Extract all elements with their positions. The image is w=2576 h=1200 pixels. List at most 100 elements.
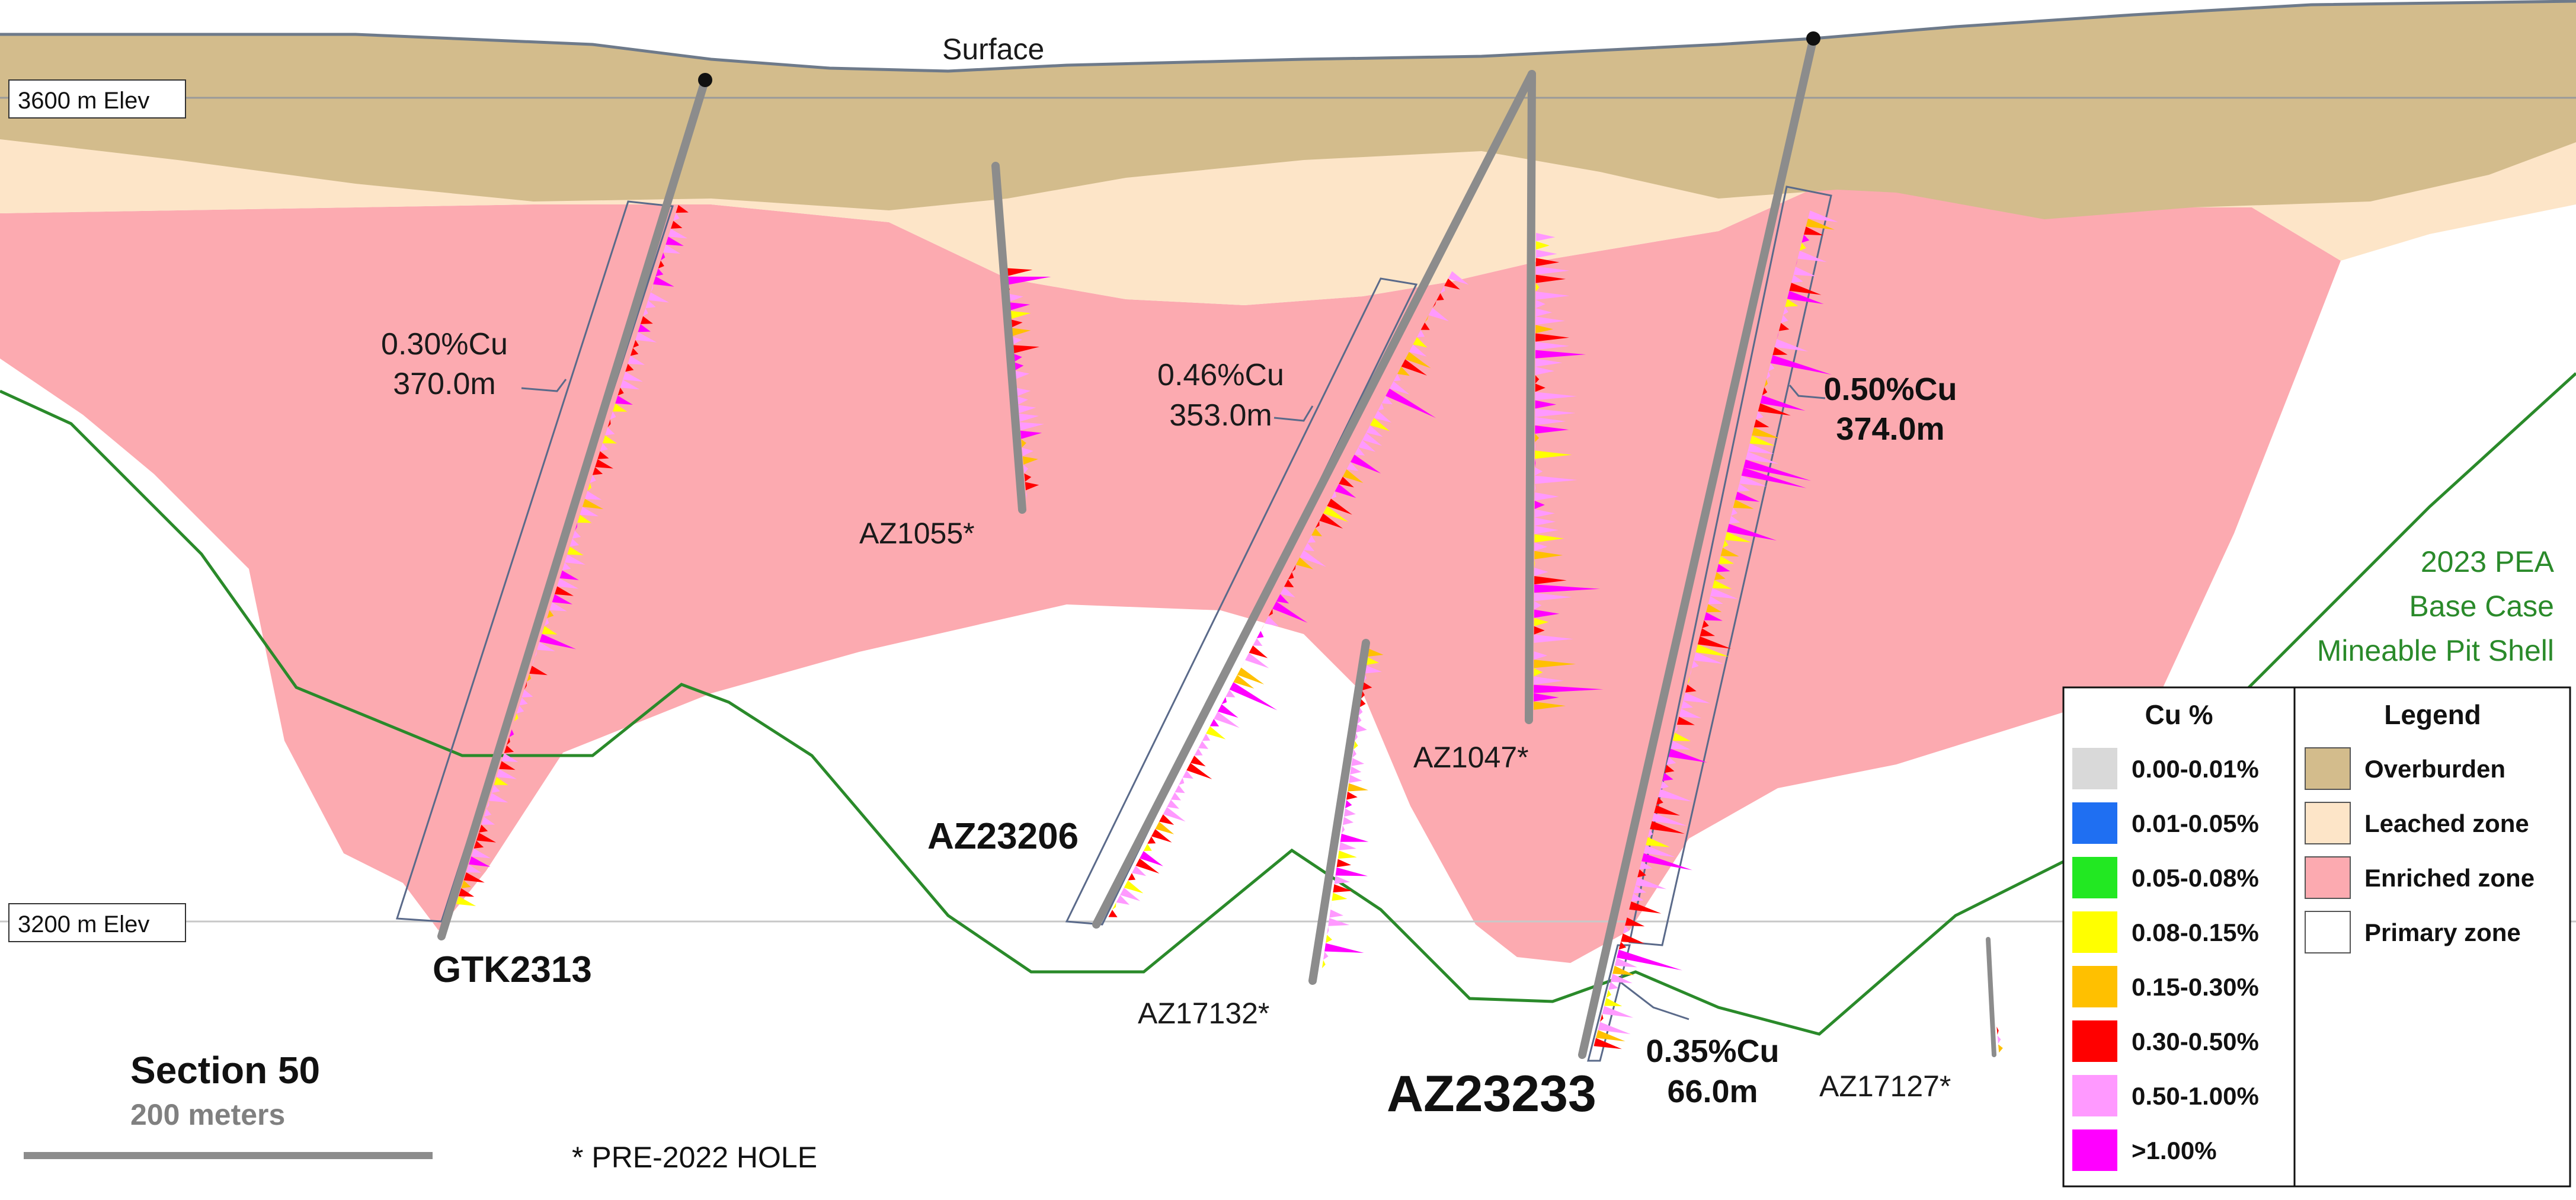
assay-bar xyxy=(1656,796,1663,805)
assay-bar xyxy=(1249,645,1268,658)
assay-bar xyxy=(1534,660,1576,668)
assay-bar xyxy=(1116,895,1130,905)
assay-bar xyxy=(1012,336,1022,345)
assay-bar xyxy=(607,419,611,428)
assay-bar xyxy=(1797,251,1827,263)
assay-bar xyxy=(1428,308,1449,322)
assay-bar xyxy=(1006,276,1051,285)
assay-bar xyxy=(496,769,517,779)
assay-bar xyxy=(587,483,591,491)
assay-bar xyxy=(1534,492,1559,501)
assay-bar xyxy=(1623,925,1630,934)
assay-bar xyxy=(1534,684,1604,693)
assay-bar xyxy=(1534,517,1556,526)
assay-bar xyxy=(1596,1030,1625,1042)
assay-bar xyxy=(1803,226,1823,236)
assay-bar xyxy=(1327,498,1352,515)
assay-bar xyxy=(1534,534,1564,543)
assay-bar xyxy=(625,363,634,372)
assay-bar xyxy=(1300,550,1327,567)
collar-gtk2313 xyxy=(698,73,712,87)
assay-bar xyxy=(1202,733,1211,741)
assay-bar xyxy=(539,633,577,649)
assay-bar xyxy=(479,824,488,833)
assay-bar xyxy=(1625,917,1645,927)
assay-bar xyxy=(552,594,573,604)
assay-bar xyxy=(1019,413,1039,422)
assay-bar xyxy=(1795,258,1798,267)
interval-bracket-gtk2313 xyxy=(395,200,674,923)
assay-bar xyxy=(1182,770,1193,779)
assay-bar xyxy=(1385,388,1436,418)
assay-bar xyxy=(544,618,549,626)
assay-bar xyxy=(580,507,599,517)
overburden-zone xyxy=(0,1,2576,219)
assay-bar xyxy=(1679,708,1702,718)
assay-bar xyxy=(1206,726,1226,740)
assay-bar xyxy=(1163,807,1186,822)
assay-bar xyxy=(1131,865,1147,876)
assay-bar xyxy=(1724,532,1752,543)
assay-bar xyxy=(1806,218,1835,230)
assay-bar xyxy=(1534,693,1559,702)
assay-bar xyxy=(1323,505,1349,522)
assay-bar xyxy=(1627,909,1630,918)
assay-bar xyxy=(1758,403,1791,416)
zone-legend-swatch xyxy=(2305,747,2351,790)
zone-legend-label: Leached zone xyxy=(2364,809,2529,837)
assay-bar xyxy=(1787,290,1824,305)
assay-traces xyxy=(456,204,2003,1053)
assay-bar xyxy=(469,856,491,867)
assay-bar xyxy=(1413,337,1428,348)
assay-bar xyxy=(572,530,581,539)
assay-bar xyxy=(1334,875,1351,884)
assay-bar xyxy=(1015,370,1030,379)
assay-bar xyxy=(521,689,533,698)
assay-bar xyxy=(1778,323,1790,331)
assay-bar xyxy=(1760,395,1806,411)
intercept-grade-gtk2313: 0.30%Cu xyxy=(381,327,508,361)
hole-label-az23233: AZ23233 xyxy=(1387,1065,1596,1122)
assay-bar xyxy=(1598,1022,1631,1035)
assay-bar xyxy=(1440,286,1445,293)
svg-text:3200 m Elev: 3200 m Elev xyxy=(18,911,149,937)
assay-bar xyxy=(676,204,689,213)
surface-label: Surface xyxy=(942,33,1044,66)
zone-legend-label: Overburden xyxy=(2364,755,2505,783)
assay-bar xyxy=(1351,757,1365,766)
assay-bar xyxy=(1241,660,1246,668)
assay-bar xyxy=(1535,367,1555,376)
assay-bar xyxy=(1635,877,1667,889)
assay-bar xyxy=(1535,425,1569,434)
assay-bar xyxy=(1534,593,1573,601)
assay-bar xyxy=(1534,559,1535,568)
assay-bar xyxy=(1631,893,1644,902)
assay-bar xyxy=(660,252,665,261)
assay-bar xyxy=(1389,381,1410,395)
assay-bar xyxy=(1292,565,1296,572)
cu-legend-swatch xyxy=(2072,748,2117,789)
assay-bar xyxy=(628,356,645,365)
hole-label-az17132: AZ17132* xyxy=(1138,997,1269,1030)
assay-bar xyxy=(1729,516,1740,524)
assay-bar xyxy=(592,467,603,475)
assay-bar xyxy=(1022,447,1033,456)
assay-bar xyxy=(1600,1013,1604,1022)
assay-bar xyxy=(1335,484,1356,498)
drillhole-az17132 xyxy=(1308,639,1370,985)
assay-bar xyxy=(1737,484,1751,492)
assay-bar xyxy=(484,808,492,817)
assay-bar xyxy=(1697,636,1732,649)
assay-bar xyxy=(1641,853,1692,871)
assay-bar xyxy=(1014,362,1024,371)
assay-bar xyxy=(1675,724,1678,733)
assay-bar xyxy=(1339,842,1356,850)
assay-bar xyxy=(620,379,640,390)
assay-bar xyxy=(1716,564,1730,572)
assay-bar xyxy=(1535,450,1572,459)
drillhole-az17127 xyxy=(1986,937,1996,1057)
assay-bar xyxy=(1021,439,1026,448)
assay-bar xyxy=(554,586,574,596)
assay-bar xyxy=(532,658,535,666)
enriched-zone xyxy=(0,178,2341,963)
